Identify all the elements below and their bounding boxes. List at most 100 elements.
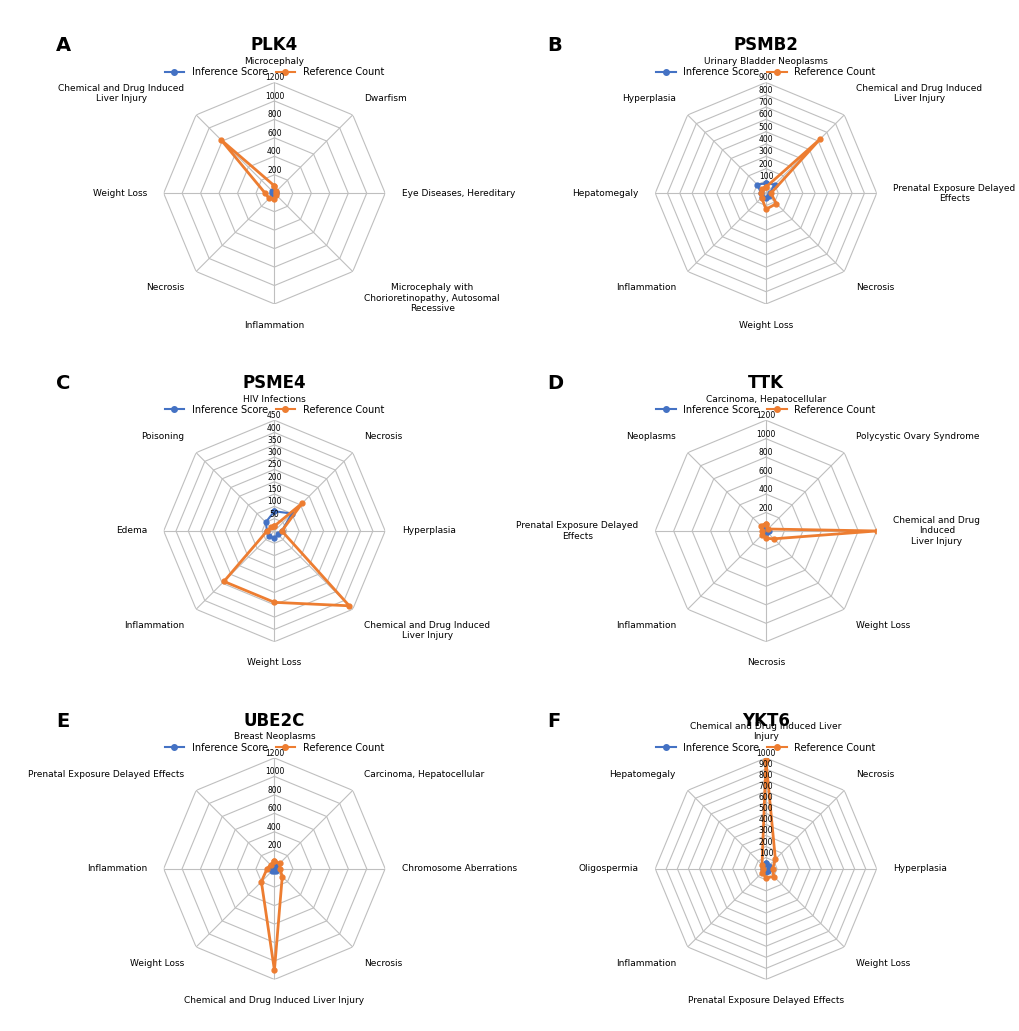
Legend: Inference Score, Reference Count: Inference Score, Reference Count	[651, 401, 878, 419]
Text: 150: 150	[267, 485, 281, 494]
Text: Weight Loss: Weight Loss	[247, 659, 302, 667]
Text: 300: 300	[267, 448, 281, 457]
Text: Necrosis: Necrosis	[364, 959, 403, 968]
Text: 400: 400	[758, 135, 772, 144]
Text: Inflammation: Inflammation	[615, 621, 676, 630]
Text: Necrosis: Necrosis	[146, 284, 184, 293]
Text: 100: 100	[267, 497, 281, 506]
Text: 600: 600	[758, 793, 772, 802]
Text: 400: 400	[267, 147, 281, 157]
Text: 450: 450	[267, 411, 281, 421]
Legend: Inference Score, Reference Count: Inference Score, Reference Count	[161, 401, 388, 419]
Text: 900: 900	[758, 760, 772, 769]
Text: 400: 400	[758, 485, 772, 494]
Text: Chemical and Drug Induced
Liver Injury: Chemical and Drug Induced Liver Injury	[855, 84, 981, 103]
Text: Weight Loss: Weight Loss	[855, 959, 909, 968]
Text: Chemical and Drug Induced
Liver Injury: Chemical and Drug Induced Liver Injury	[893, 517, 979, 545]
Text: Necrosis: Necrosis	[855, 284, 894, 293]
Text: Oligospermia: Oligospermia	[578, 864, 638, 873]
Text: Chromosome Aberrations: Chromosome Aberrations	[401, 864, 517, 873]
Text: Eye Diseases, Hereditary: Eye Diseases, Hereditary	[401, 189, 515, 198]
Text: Dwarfism: Dwarfism	[364, 94, 407, 103]
Text: 900: 900	[758, 73, 772, 82]
Text: 300: 300	[758, 147, 772, 157]
Text: 800: 800	[758, 771, 772, 780]
Text: Carcinoma, Hepatocellular: Carcinoma, Hepatocellular	[705, 395, 825, 403]
Text: 600: 600	[758, 467, 772, 475]
Text: Hyperplasia: Hyperplasia	[401, 527, 455, 535]
Text: Inflammation: Inflammation	[124, 621, 184, 630]
Text: Prenatal Exposure Delayed Effects: Prenatal Exposure Delayed Effects	[29, 769, 184, 778]
Text: Breast Neoplasms: Breast Neoplasms	[233, 732, 315, 741]
Text: Urinary Bladder Neoplasms: Urinary Bladder Neoplasms	[703, 57, 827, 66]
Text: Edema: Edema	[116, 527, 147, 535]
Text: 200: 200	[758, 160, 772, 169]
Text: 200: 200	[758, 503, 772, 512]
Text: 800: 800	[758, 448, 772, 457]
Text: Chemical and Drug Induced
Liver Injury: Chemical and Drug Induced Liver Injury	[364, 621, 490, 640]
Legend: Inference Score, Reference Count: Inference Score, Reference Count	[161, 63, 388, 81]
Text: Weight Loss: Weight Loss	[93, 189, 147, 198]
Text: 600: 600	[758, 110, 772, 120]
Text: F: F	[547, 711, 560, 731]
Text: Inflammation: Inflammation	[615, 959, 676, 968]
Text: Prenatal Exposure Delayed
Effects: Prenatal Exposure Delayed Effects	[516, 522, 638, 540]
Text: 800: 800	[267, 786, 281, 795]
Legend: Inference Score, Reference Count: Inference Score, Reference Count	[161, 739, 388, 757]
Text: 1200: 1200	[265, 749, 283, 758]
Text: Weight Loss: Weight Loss	[738, 321, 793, 330]
Text: 350: 350	[267, 436, 281, 444]
Text: YKT6: YKT6	[741, 711, 789, 730]
Text: B: B	[547, 36, 561, 55]
Text: C: C	[56, 374, 70, 393]
Text: 700: 700	[758, 783, 772, 791]
Text: UBE2C: UBE2C	[244, 711, 305, 730]
Text: Hepatomegaly: Hepatomegaly	[609, 769, 676, 778]
Text: Inflammation: Inflammation	[245, 321, 305, 330]
Legend: Inference Score, Reference Count: Inference Score, Reference Count	[651, 63, 878, 81]
Text: D: D	[547, 374, 564, 393]
Text: Chemical and Drug Induced Liver Injury: Chemical and Drug Induced Liver Injury	[184, 996, 364, 1005]
Text: A: A	[56, 36, 71, 55]
Text: Necrosis: Necrosis	[855, 769, 894, 778]
Text: 400: 400	[267, 823, 281, 832]
Text: 200: 200	[267, 166, 281, 175]
Text: Necrosis: Necrosis	[746, 659, 785, 667]
Text: Inflammation: Inflammation	[615, 284, 676, 293]
Text: 1000: 1000	[265, 92, 284, 101]
Text: PLK4: PLK4	[251, 36, 298, 54]
Text: 700: 700	[758, 98, 772, 107]
Text: 500: 500	[758, 804, 772, 813]
Text: 600: 600	[267, 804, 281, 813]
Text: 200: 200	[758, 837, 772, 846]
Text: Weight Loss: Weight Loss	[130, 959, 184, 968]
Text: Poisoning: Poisoning	[141, 432, 184, 441]
Text: 50: 50	[269, 509, 279, 519]
Text: Carcinoma, Hepatocellular: Carcinoma, Hepatocellular	[364, 769, 484, 778]
Text: Chemical and Drug Induced
Liver Injury: Chemical and Drug Induced Liver Injury	[58, 84, 184, 103]
Text: 800: 800	[267, 110, 281, 120]
Text: 1000: 1000	[265, 767, 284, 776]
Text: 100: 100	[758, 849, 772, 858]
Text: Weight Loss: Weight Loss	[855, 621, 909, 630]
Text: Polycystic Ovary Syndrome: Polycystic Ovary Syndrome	[855, 432, 978, 441]
Text: 400: 400	[758, 816, 772, 825]
Text: Hepatomegaly: Hepatomegaly	[572, 189, 638, 198]
Text: 400: 400	[267, 424, 281, 433]
Text: Hyperplasia: Hyperplasia	[893, 864, 947, 873]
Text: 100: 100	[758, 172, 772, 180]
Text: 600: 600	[267, 129, 281, 138]
Text: E: E	[56, 711, 69, 731]
Text: Microcephaly with
Chorioretinopathy, Autosomal
Recessive: Microcephaly with Chorioretinopathy, Aut…	[364, 284, 499, 313]
Text: 800: 800	[758, 86, 772, 95]
Text: Hyperplasia: Hyperplasia	[622, 94, 676, 103]
Text: 1200: 1200	[756, 411, 774, 421]
Text: Chemical and Drug Induced Liver
Injury: Chemical and Drug Induced Liver Injury	[690, 722, 841, 741]
Text: PSMB2: PSMB2	[733, 36, 798, 54]
Text: 250: 250	[267, 461, 281, 469]
Text: 300: 300	[758, 827, 772, 835]
Text: Microcephaly: Microcephaly	[245, 57, 304, 66]
Text: PSME4: PSME4	[243, 374, 306, 392]
Text: 1000: 1000	[755, 430, 774, 438]
Legend: Inference Score, Reference Count: Inference Score, Reference Count	[651, 739, 878, 757]
